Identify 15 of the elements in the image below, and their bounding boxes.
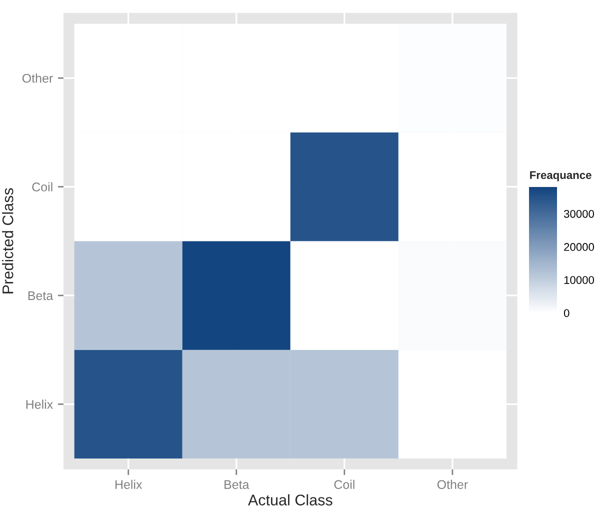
y-tick-label: Coil — [32, 182, 52, 192]
x-tick-label: Helix — [115, 480, 142, 489]
color-bar-label: 20000 — [564, 243, 594, 251]
color-bar-label: 30000 — [564, 210, 594, 218]
y-axis-title: Predicted Class — [2, 188, 14, 294]
x-axis-title: Actual Class — [248, 494, 332, 506]
y-tick-label: Beta — [28, 291, 54, 300]
x-tick-label: Other — [437, 480, 468, 489]
x-tick-label: Coil — [334, 480, 354, 489]
x-tick-label: Beta — [224, 480, 250, 489]
color-bar-label: 0 — [564, 309, 570, 318]
color-bar-title: Freaquance — [530, 171, 592, 182]
y-tick-label: Other — [22, 74, 53, 83]
y-tick-label: Helix — [26, 400, 53, 409]
color-bar-label: 10000 — [564, 276, 594, 284]
